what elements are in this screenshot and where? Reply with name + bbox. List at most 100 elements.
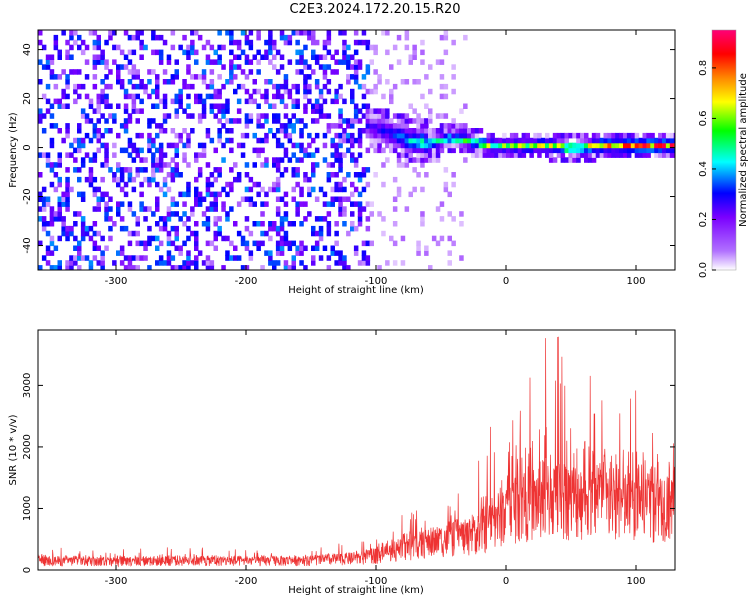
heatmap-cell	[260, 265, 265, 270]
heatmap-cell	[365, 64, 371, 70]
heatmap-cell	[365, 103, 371, 109]
heatmap-cell	[65, 83, 70, 90]
heatmap-cell	[498, 152, 503, 158]
heatmap-cell	[151, 137, 156, 144]
heatmap-cell	[556, 132, 562, 139]
heatmap-cell	[396, 132, 402, 139]
heatmap-y-axis-label: Frequency (Hz)	[8, 112, 19, 188]
heatmap-cell	[303, 172, 308, 178]
heatmap-cell	[252, 201, 257, 207]
heatmap-cell	[190, 113, 195, 119]
heatmap-cell	[361, 167, 367, 173]
heatmap-cell	[299, 147, 304, 154]
heatmap-cell	[396, 152, 402, 158]
heatmap-cell	[615, 132, 620, 139]
heatmap-cell	[474, 142, 480, 149]
heatmap-cell	[174, 172, 179, 178]
heatmap-cell	[49, 167, 55, 173]
heatmap-cell	[225, 108, 230, 114]
heatmap-cell	[190, 211, 195, 217]
heatmap-cell	[424, 250, 429, 256]
heatmap-cell	[174, 245, 179, 251]
heatmap-cell	[287, 34, 293, 41]
heatmap-cell	[334, 132, 339, 139]
heatmap-cell	[373, 118, 378, 124]
heatmap-cell	[365, 44, 371, 51]
heatmap-cell	[45, 201, 51, 207]
heatmap-cell	[673, 132, 675, 139]
heatmap-cell	[392, 137, 398, 144]
heatmap-cell	[209, 44, 215, 51]
heatmap-cell	[392, 176, 398, 183]
heatmap-cell	[513, 147, 519, 154]
heatmap-cell	[357, 211, 363, 217]
heatmap-cell	[420, 137, 425, 144]
heatmap-cell	[353, 186, 359, 193]
heatmap-cell	[123, 255, 129, 261]
heatmap-cell	[326, 123, 332, 129]
heatmap-cell	[307, 98, 312, 105]
heatmap-cell	[283, 103, 289, 109]
heatmap-cell	[92, 30, 98, 36]
heatmap-cell	[381, 216, 386, 222]
heatmap-cell	[611, 147, 616, 154]
heatmap-cell	[135, 216, 140, 222]
heatmap-cell	[275, 211, 281, 217]
heatmap-cell	[459, 128, 464, 134]
heatmap-cell	[205, 162, 211, 168]
heatmap-cell	[170, 79, 176, 85]
heatmap-cell	[49, 265, 55, 270]
heatmap-cell	[229, 64, 234, 70]
heatmap-cell	[209, 69, 215, 75]
heatmap-cell	[205, 83, 211, 90]
heatmap-cell	[197, 196, 203, 202]
heatmap-cell	[412, 132, 417, 139]
heatmap-cell	[190, 83, 195, 90]
heatmap-cell	[65, 225, 70, 232]
heatmap-cell	[611, 132, 616, 139]
heatmap-cell	[307, 176, 312, 183]
heatmap-cell	[135, 74, 140, 80]
heatmap-cell	[88, 260, 94, 266]
heatmap-cell	[478, 137, 484, 144]
heatmap-cell	[236, 142, 242, 149]
heatmap-cell	[521, 152, 527, 158]
heatmap-cell	[100, 54, 105, 60]
heatmap-cell	[260, 54, 265, 60]
heatmap-cell	[166, 162, 172, 168]
heatmap-cell	[369, 108, 374, 114]
heatmap-cell	[147, 265, 152, 270]
heatmap-cell	[342, 196, 347, 202]
heatmap-cell	[272, 260, 277, 266]
heatmap-cell	[404, 44, 410, 51]
heatmap-cell	[174, 147, 179, 154]
heatmap-cell	[400, 79, 406, 85]
heatmap-cell	[474, 152, 480, 158]
heatmap-cell	[96, 201, 101, 207]
heatmap-cell	[420, 123, 425, 129]
heatmap-cell	[127, 260, 133, 266]
heatmap-cell	[233, 176, 238, 183]
heatmap-cell	[299, 201, 304, 207]
heatmap-cell	[80, 216, 86, 222]
heatmap-x-ticks: -300 -200 -100 0 100	[105, 30, 646, 287]
heatmap-cell	[100, 98, 105, 105]
heatmap-cell	[338, 167, 343, 173]
heatmap-cell	[49, 113, 55, 119]
heatmap-cell	[299, 54, 304, 60]
heatmap-cell	[533, 137, 538, 144]
heatmap-cell	[264, 230, 269, 237]
heatmap-cell	[357, 176, 363, 183]
heatmap-cell	[662, 147, 667, 154]
heatmap-cell	[275, 83, 281, 90]
heatmap-cell	[108, 225, 113, 232]
heatmap-cell	[61, 201, 66, 207]
heatmap-cell	[350, 191, 355, 198]
heatmap-cell	[435, 113, 441, 119]
heatmap-cell	[357, 132, 363, 139]
heatmap-cell	[268, 30, 273, 36]
heatmap-cell	[279, 98, 285, 105]
heatmap-cell	[334, 98, 339, 105]
heatmap-cell	[229, 74, 234, 80]
heatmap-cell	[57, 74, 62, 80]
